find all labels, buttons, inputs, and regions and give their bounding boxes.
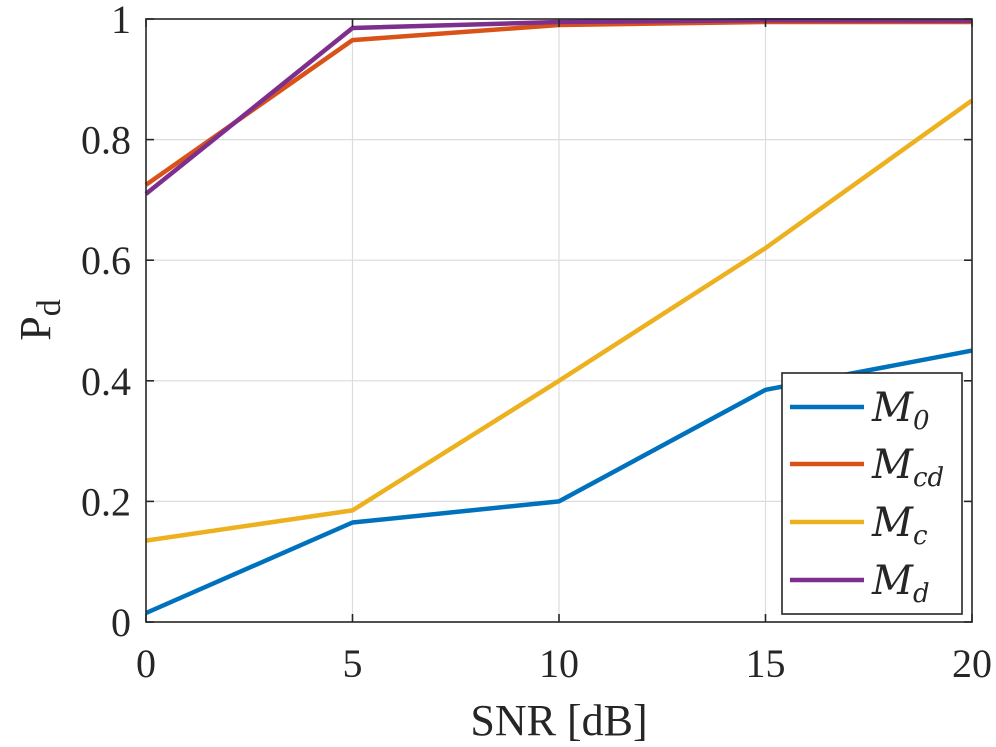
y-tick-label: 0.8 (81, 118, 131, 163)
x-tick-label: 10 (539, 641, 579, 686)
y-tick-labels: 0 0.2 0.4 0.6 0.8 1 (81, 0, 131, 645)
y-tick-label: 0.4 (81, 359, 131, 404)
legend-label-d: Md (871, 558, 930, 609)
legend-label-c: Mc (871, 500, 928, 551)
y-axis-label: Pd (11, 299, 68, 340)
legend-box (781, 372, 963, 615)
x-axis-label: SNR [dB] (470, 696, 647, 745)
legend-label-0: M0 (871, 385, 930, 436)
y-tick-label: 0 (111, 600, 131, 645)
x-tick-label: 5 (343, 641, 363, 686)
y-tick-label: 0.2 (81, 479, 131, 524)
x-tick-label: 15 (746, 641, 786, 686)
x-tick-label: 0 (136, 641, 156, 686)
y-tick-label: 0.6 (81, 238, 131, 283)
axis-ticks (145, 18, 973, 623)
y-tick-label: 1 (111, 0, 131, 42)
x-tick-label: 20 (952, 641, 992, 686)
series-line-c (145, 98, 974, 543)
legend: M0 Mcd Mc Md (781, 372, 963, 615)
legend-label-cd: Mcd (871, 442, 944, 493)
y-axis-label-sub: d (31, 299, 68, 316)
x-tick-labels: 0 5 10 15 20 (136, 641, 992, 686)
y-axis-label-main: P (11, 316, 60, 340)
